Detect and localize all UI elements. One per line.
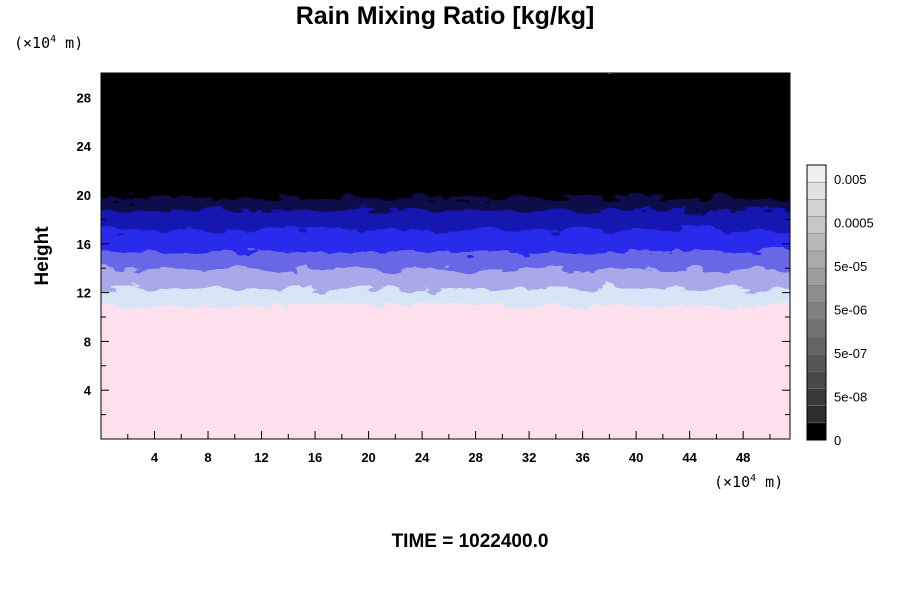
colorbar-label: 5e-05: [834, 259, 867, 274]
x-tick-label: 36: [575, 450, 589, 465]
colorbar-step: [806, 405, 827, 424]
x-tick-label: 16: [308, 450, 322, 465]
x-tick-label: 32: [522, 450, 536, 465]
colorbar-step: [806, 250, 827, 269]
x-axis: 4 8 12 16 20 24 28 32 36 40 44 48: [127, 73, 771, 465]
colorbar-step: [806, 164, 827, 183]
colorbar-step: [806, 181, 827, 200]
x-axis-unit: (×104 m): [714, 473, 783, 491]
x-tick-label: 28: [468, 450, 482, 465]
x-unit-suffix: m): [756, 473, 784, 491]
y-unit-suffix: m): [56, 34, 84, 52]
y-unit-exponent: 4: [50, 34, 57, 45]
y-tick-label: 12: [77, 286, 91, 301]
colorbar-step: [806, 233, 827, 252]
plot-area: [101, 73, 790, 439]
y-axis: 4 8 12 16 20 24 28: [77, 90, 790, 416]
field-layers: [101, 73, 790, 439]
colorbar-step: [806, 267, 827, 286]
colorbar-step: [806, 302, 827, 320]
y-axis-unit: (×104 m): [14, 34, 83, 52]
y-tick-label: 4: [84, 383, 92, 398]
y-unit-prefix: (×10: [14, 34, 51, 52]
colorbar-step: [806, 388, 827, 406]
colorbar-label: 5e-08: [834, 390, 867, 405]
y-tick-label: 8: [84, 334, 91, 349]
x-tick-label: 20: [361, 450, 375, 465]
x-tick-label: 12: [254, 450, 268, 465]
y-tick-label: 20: [77, 188, 91, 203]
x-tick-label: 4: [151, 450, 159, 465]
x-tick-label: 24: [415, 450, 430, 465]
colorbar-label: 5e-07: [834, 346, 867, 361]
colorbar-step: [806, 199, 827, 217]
colorbar-step: [806, 319, 827, 338]
colorbar-label: 0.0005: [834, 216, 874, 231]
colorbar-label: 5e-06: [834, 303, 867, 318]
chart-title: Rain Mixing Ratio [kg/kg]: [295, 2, 595, 30]
y-tick-label: 28: [77, 90, 91, 105]
x-tick-label: 48: [736, 450, 750, 465]
colorbar-step: [806, 336, 827, 355]
y-tick-label: 24: [77, 139, 92, 154]
x-tick-label: 40: [629, 450, 643, 465]
x-tick-label: 8: [204, 450, 211, 465]
colorbar-label: 0: [834, 433, 841, 448]
plot-frame: [100, 72, 791, 440]
colorbar-step: [806, 371, 827, 389]
x-unit-prefix: (×10: [714, 473, 751, 491]
colorbar-frame: [806, 164, 827, 441]
y-tick-label: 16: [77, 237, 91, 252]
colorbar-label: 0.005: [834, 172, 867, 187]
time-label: TIME = 1022400.0: [391, 531, 549, 552]
colorbar-step: [806, 422, 827, 441]
colorbar-step: [806, 353, 827, 372]
x-tick-label: 44: [682, 450, 697, 465]
field-layer-7: [101, 305, 790, 439]
colorbar-step: [806, 285, 827, 303]
colorbar: 0.005 0.0005 5e-05 5e-06 5e-07 5e-08 0: [806, 164, 874, 448]
colorbar-step: [806, 216, 827, 234]
x-unit-exponent: 4: [750, 473, 757, 484]
field-layer-0: [101, 73, 790, 207]
